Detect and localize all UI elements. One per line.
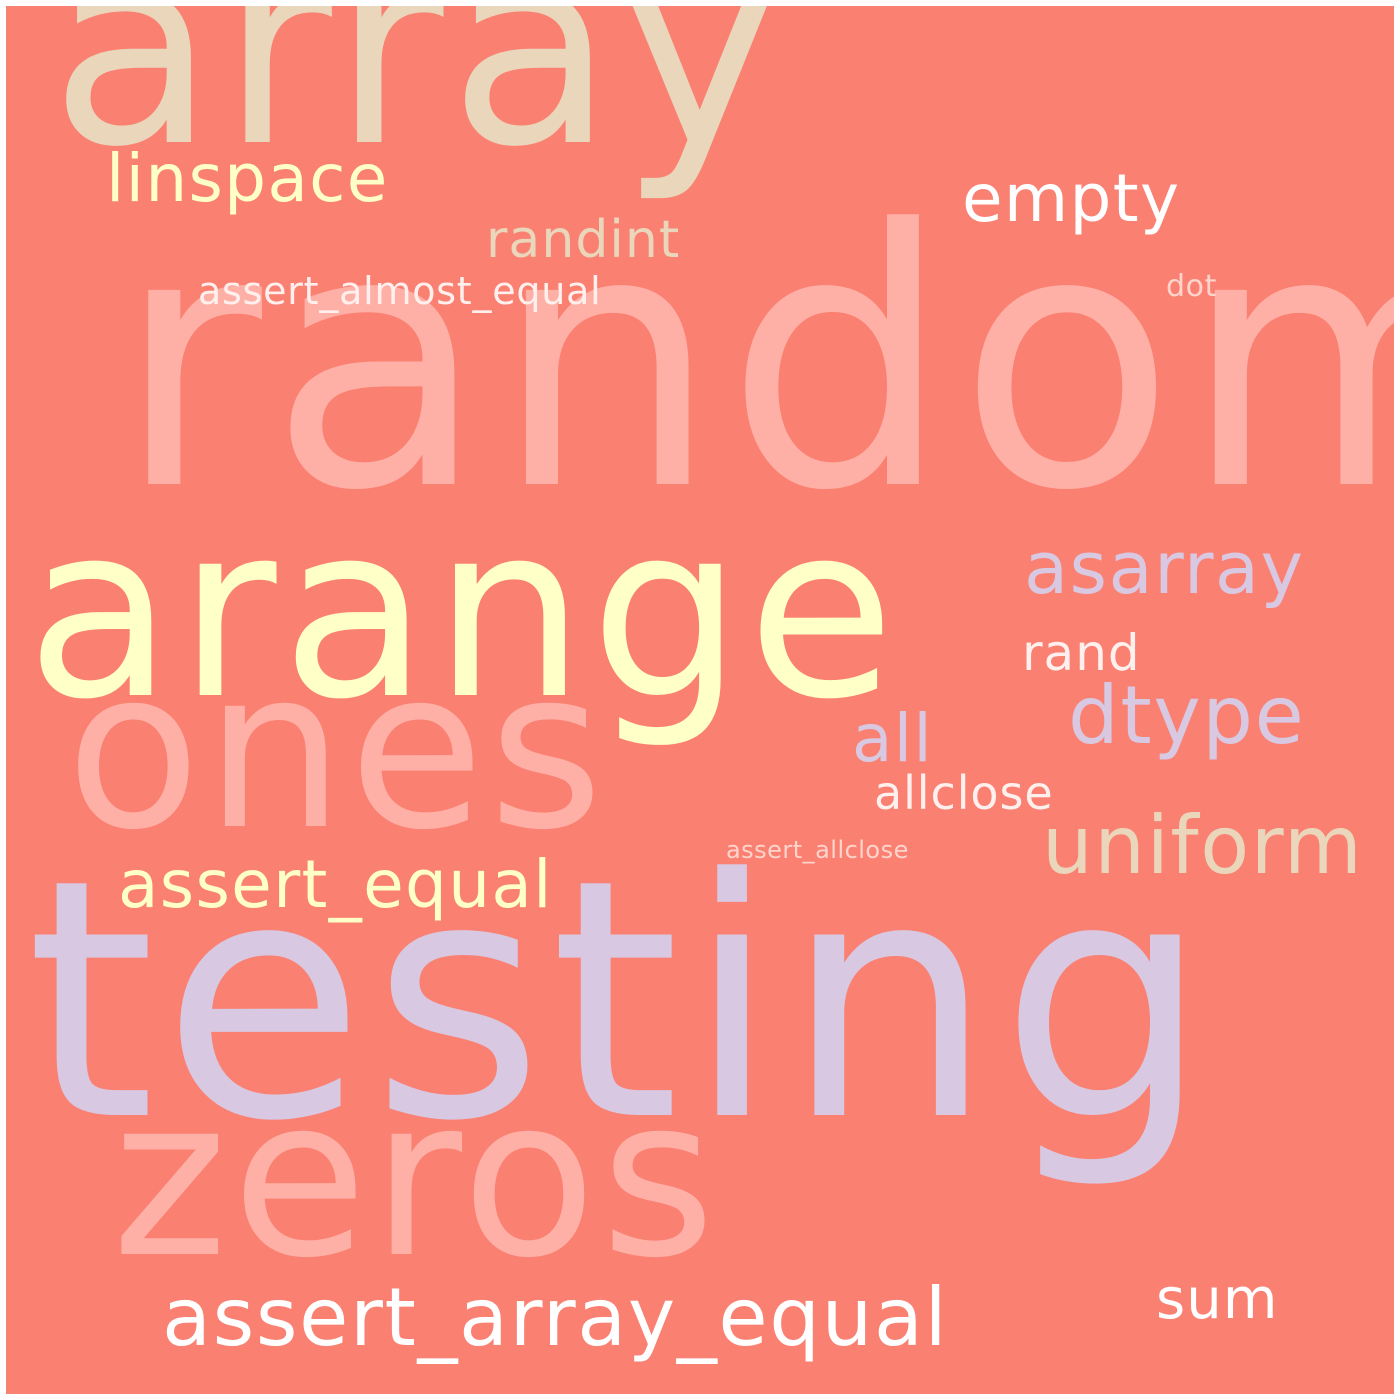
word-sum: sum bbox=[1156, 1267, 1279, 1332]
word-asarray: asarray bbox=[1024, 526, 1305, 610]
word-allclose: allclose bbox=[874, 766, 1054, 820]
word-ones: ones bbox=[66, 622, 608, 878]
word-rand: rand bbox=[1022, 624, 1141, 682]
word-testing: testing bbox=[26, 809, 1217, 1193]
word-cloud: array random arange ones zeros testing l… bbox=[6, 6, 1394, 1394]
word-assert-allclose: assert_allclose bbox=[726, 836, 909, 864]
word-zeros: zeros bbox=[112, 1050, 720, 1306]
word-array: array bbox=[50, 6, 785, 206]
word-assert-almost-equal: assert_almost_equal bbox=[198, 269, 602, 313]
word-dot: dot bbox=[1166, 269, 1217, 304]
word-assert-array-equal: assert_array_equal bbox=[162, 1271, 949, 1364]
word-random: random bbox=[116, 154, 1394, 568]
word-assert-equal: assert_equal bbox=[118, 846, 553, 923]
word-randint: randint bbox=[486, 210, 681, 270]
word-arange: arange bbox=[26, 472, 900, 752]
word-all: all bbox=[852, 700, 934, 777]
word-empty: empty bbox=[962, 160, 1181, 237]
word-dtype: dtype bbox=[1068, 669, 1306, 762]
word-linspace: linspace bbox=[106, 140, 389, 217]
word-uniform: uniform bbox=[1042, 799, 1364, 892]
